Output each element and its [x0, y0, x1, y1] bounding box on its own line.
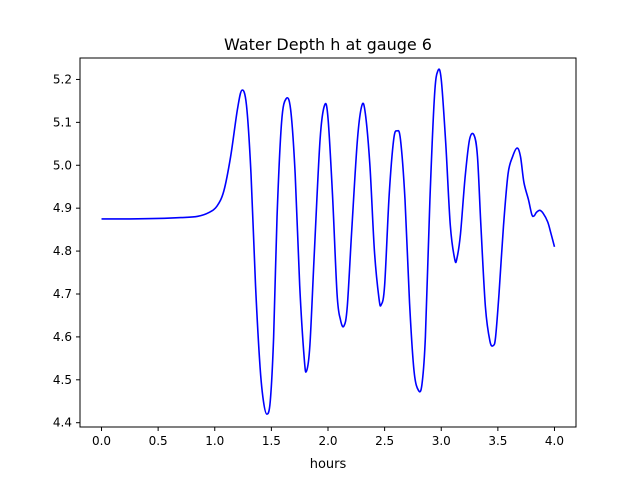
x-axis-label: hours	[310, 457, 347, 472]
x-tick-label: 1.0	[205, 434, 224, 448]
plot-layer	[101, 68, 556, 415]
y-tick-label: 4.4	[53, 416, 72, 430]
y-tick-label: 4.5	[53, 373, 72, 387]
chart-title: Water Depth h at gauge 6	[224, 35, 432, 54]
x-tick-label: 1.5	[262, 434, 281, 448]
y-tick-label: 5.0	[53, 158, 72, 172]
y-tick-label: 4.9	[53, 201, 72, 215]
x-tick-label: 0.5	[149, 434, 168, 448]
x-tick-label: 4.0	[545, 434, 564, 448]
x-tick-label: 3.5	[488, 434, 507, 448]
x-tick-label: 0.0	[92, 434, 111, 448]
y-tick-label: 4.6	[53, 330, 72, 344]
y-tick-label: 5.2	[53, 72, 72, 86]
y-tick-label: 4.7	[53, 287, 72, 301]
x-tick-label: 3.0	[432, 434, 451, 448]
series-line	[101, 68, 556, 415]
x-tick-label: 2.5	[375, 434, 394, 448]
y-tick-label: 4.8	[53, 244, 72, 258]
x-tick-label: 2.0	[318, 434, 337, 448]
y-axis: 4.4 4.5 4.6 4.7 4.8 4.9 5.0 5.1 5.2	[53, 72, 80, 430]
y-tick-label: 5.1	[53, 115, 72, 129]
x-axis: 0.0 0.5 1.0 1.5 2.0 2.5 3.0 3.5 4.0	[92, 427, 564, 448]
